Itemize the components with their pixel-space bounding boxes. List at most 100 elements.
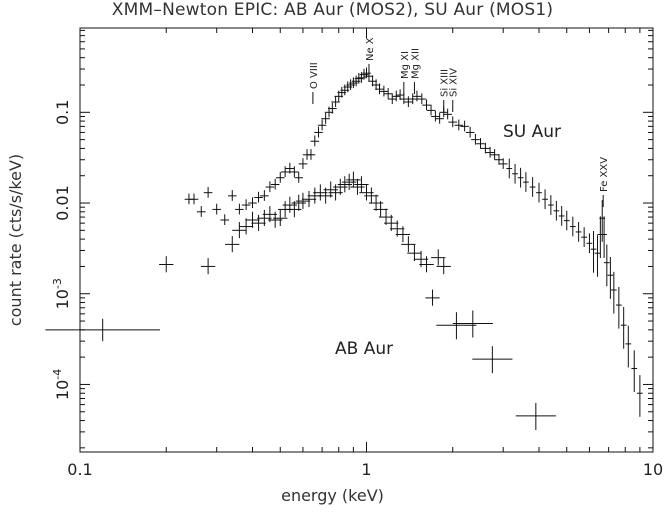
su-aur-point <box>265 181 275 193</box>
ab-aur-point <box>232 222 247 239</box>
ab-aur-point <box>436 312 477 340</box>
su-aur-point <box>529 177 536 197</box>
su-aur-point <box>383 88 393 99</box>
y-tick-label: 0.01 <box>53 185 72 221</box>
svg-text:Fe XXV: Fe XXV <box>599 157 610 192</box>
su-aur-point <box>317 119 327 131</box>
svg-text:O VIII: O VIII <box>309 62 320 89</box>
y-tick-label: 10-4 <box>51 369 72 400</box>
su-aur-point <box>558 206 565 226</box>
su-aur-point <box>260 190 269 201</box>
su-aur-point <box>375 83 384 95</box>
su-aur-point <box>553 200 560 221</box>
su-aur-point <box>536 182 542 203</box>
x-axis-label: energy (keV) <box>281 486 384 505</box>
su-aur-point <box>512 163 518 184</box>
ab-aur-point <box>200 258 216 275</box>
x-tick-label: 1 <box>361 460 371 479</box>
su-aur-point <box>494 154 504 165</box>
su-aur-point <box>331 96 340 108</box>
ab-aur-point <box>395 226 411 243</box>
y-tick-label: 0.1 <box>53 100 72 125</box>
su-aur-point <box>404 96 413 108</box>
su-aur-point <box>615 286 622 329</box>
ab-aur-point <box>407 244 422 261</box>
ab-aur-point <box>384 214 399 231</box>
su-aur-point <box>220 214 230 226</box>
su-aur-point <box>368 75 377 87</box>
su-aur-point <box>298 158 308 169</box>
line-annotation: Si XIII <box>440 69 451 97</box>
ab-aur-label: AB Aur <box>335 339 393 359</box>
ab-aur-point <box>436 258 451 275</box>
su-aur-point <box>426 104 436 116</box>
su-aur-point <box>280 166 290 177</box>
su-aur-point <box>412 90 422 102</box>
su-aur-point <box>485 146 495 158</box>
su-aur-point <box>610 271 617 314</box>
line-annotation: Mg XI <box>400 51 411 79</box>
svg-text:0.1: 0.1 <box>53 100 72 125</box>
su-aur-point <box>460 120 469 132</box>
su-aur-point <box>498 158 508 169</box>
su-aur-point <box>391 90 401 102</box>
su-aur-point <box>569 216 576 237</box>
su-aur-point <box>235 203 244 215</box>
su-aur-point <box>270 178 280 190</box>
ab-aur-point <box>515 402 556 430</box>
su-aur-point <box>637 375 643 417</box>
su-aur-point <box>607 257 614 299</box>
ab-aur-point <box>342 173 357 190</box>
su-aur-point <box>590 231 597 273</box>
x-tick-label: 10 <box>643 460 663 479</box>
ab-aur-point <box>45 318 160 342</box>
ab-aur-point <box>431 249 446 266</box>
su-aur-point <box>563 210 570 231</box>
line-annotation: Ne X <box>365 37 376 61</box>
su-aur-point <box>227 190 237 201</box>
su-aur-point <box>603 244 610 287</box>
ab-aur-point <box>390 220 405 237</box>
su-aur-point <box>408 93 418 105</box>
su-aur-point <box>454 119 464 131</box>
su-aur-point <box>417 93 427 105</box>
ab-aur-point <box>238 218 254 235</box>
su-aur-label: SU Aur <box>503 122 561 142</box>
su-aur-point <box>471 133 480 145</box>
su-aur-point <box>290 166 299 177</box>
ab-aur-point <box>350 178 365 195</box>
svg-text:0.01: 0.01 <box>53 185 72 221</box>
ab-aur-point <box>452 310 493 338</box>
su-aur-point <box>581 227 588 247</box>
ab-aur-point <box>273 209 288 227</box>
ab-aur-point <box>257 209 272 227</box>
su-aur-point <box>481 142 490 154</box>
line-annotation: Si XIV <box>449 68 460 97</box>
su-aur-point <box>586 233 593 254</box>
su-aur-point <box>490 149 499 160</box>
su-aur-point <box>431 110 440 122</box>
su-aur-point <box>294 172 304 183</box>
su-aur-point <box>203 186 213 198</box>
ab-aur-point <box>401 236 416 253</box>
ab-aur-point <box>295 192 311 209</box>
ab-aur-point <box>251 214 266 231</box>
su-aur-point <box>371 79 381 91</box>
svg-text:Mg XII: Mg XII <box>410 48 421 79</box>
ab-aur-point <box>245 211 260 228</box>
su-aur-point <box>422 99 431 111</box>
ab-aur-point <box>301 190 317 208</box>
su-aur-point <box>448 116 458 128</box>
su-aur-point <box>285 162 295 174</box>
su-aur-point <box>594 235 601 277</box>
su-aur-point <box>523 172 529 192</box>
line-annotation: Mg XII <box>410 48 421 79</box>
su-aur-point <box>314 126 323 138</box>
ab-aur-point <box>262 206 278 223</box>
x-tick-label: 0.1 <box>67 460 92 479</box>
su-aur-point <box>399 93 409 105</box>
line-annotation: O VIII <box>309 62 320 89</box>
y-tick-label: 10-3 <box>51 278 72 309</box>
su-aur-point <box>395 89 405 101</box>
